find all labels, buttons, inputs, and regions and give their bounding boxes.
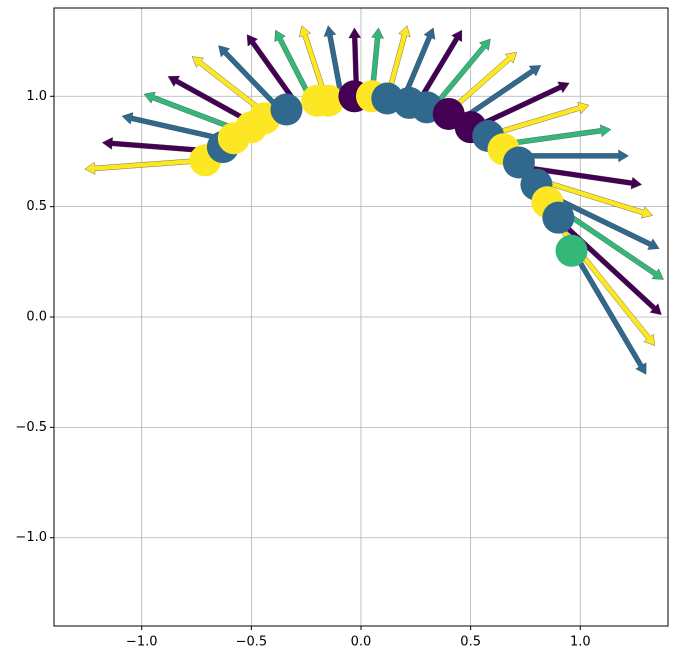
marker <box>270 93 303 126</box>
x-tick-label: 0.0 <box>351 635 372 650</box>
y-tick-label: 1.0 <box>26 89 47 104</box>
arrow <box>218 45 285 114</box>
x-tick-label: −0.5 <box>236 635 268 650</box>
arrow <box>520 164 642 190</box>
marker <box>502 146 535 179</box>
arrow <box>458 65 542 123</box>
marker <box>542 201 575 234</box>
marker <box>312 84 345 117</box>
x-tick-label: 0.5 <box>460 635 481 650</box>
arrow <box>566 242 647 375</box>
y-tick-label: 0.5 <box>26 199 47 214</box>
x-tick-label: 1.0 <box>570 635 591 650</box>
y-tick-label: −1.0 <box>15 530 47 545</box>
arrow <box>323 25 344 97</box>
plot-frame <box>53 7 669 627</box>
arrow <box>415 29 463 105</box>
x-tick-label: −1.0 <box>126 635 158 650</box>
y-tick-label: −0.5 <box>15 420 47 435</box>
y-tick-label: 0.0 <box>26 310 47 325</box>
arrow <box>473 81 570 130</box>
arrow <box>84 157 206 175</box>
arrow <box>431 38 491 110</box>
marker <box>555 234 588 267</box>
